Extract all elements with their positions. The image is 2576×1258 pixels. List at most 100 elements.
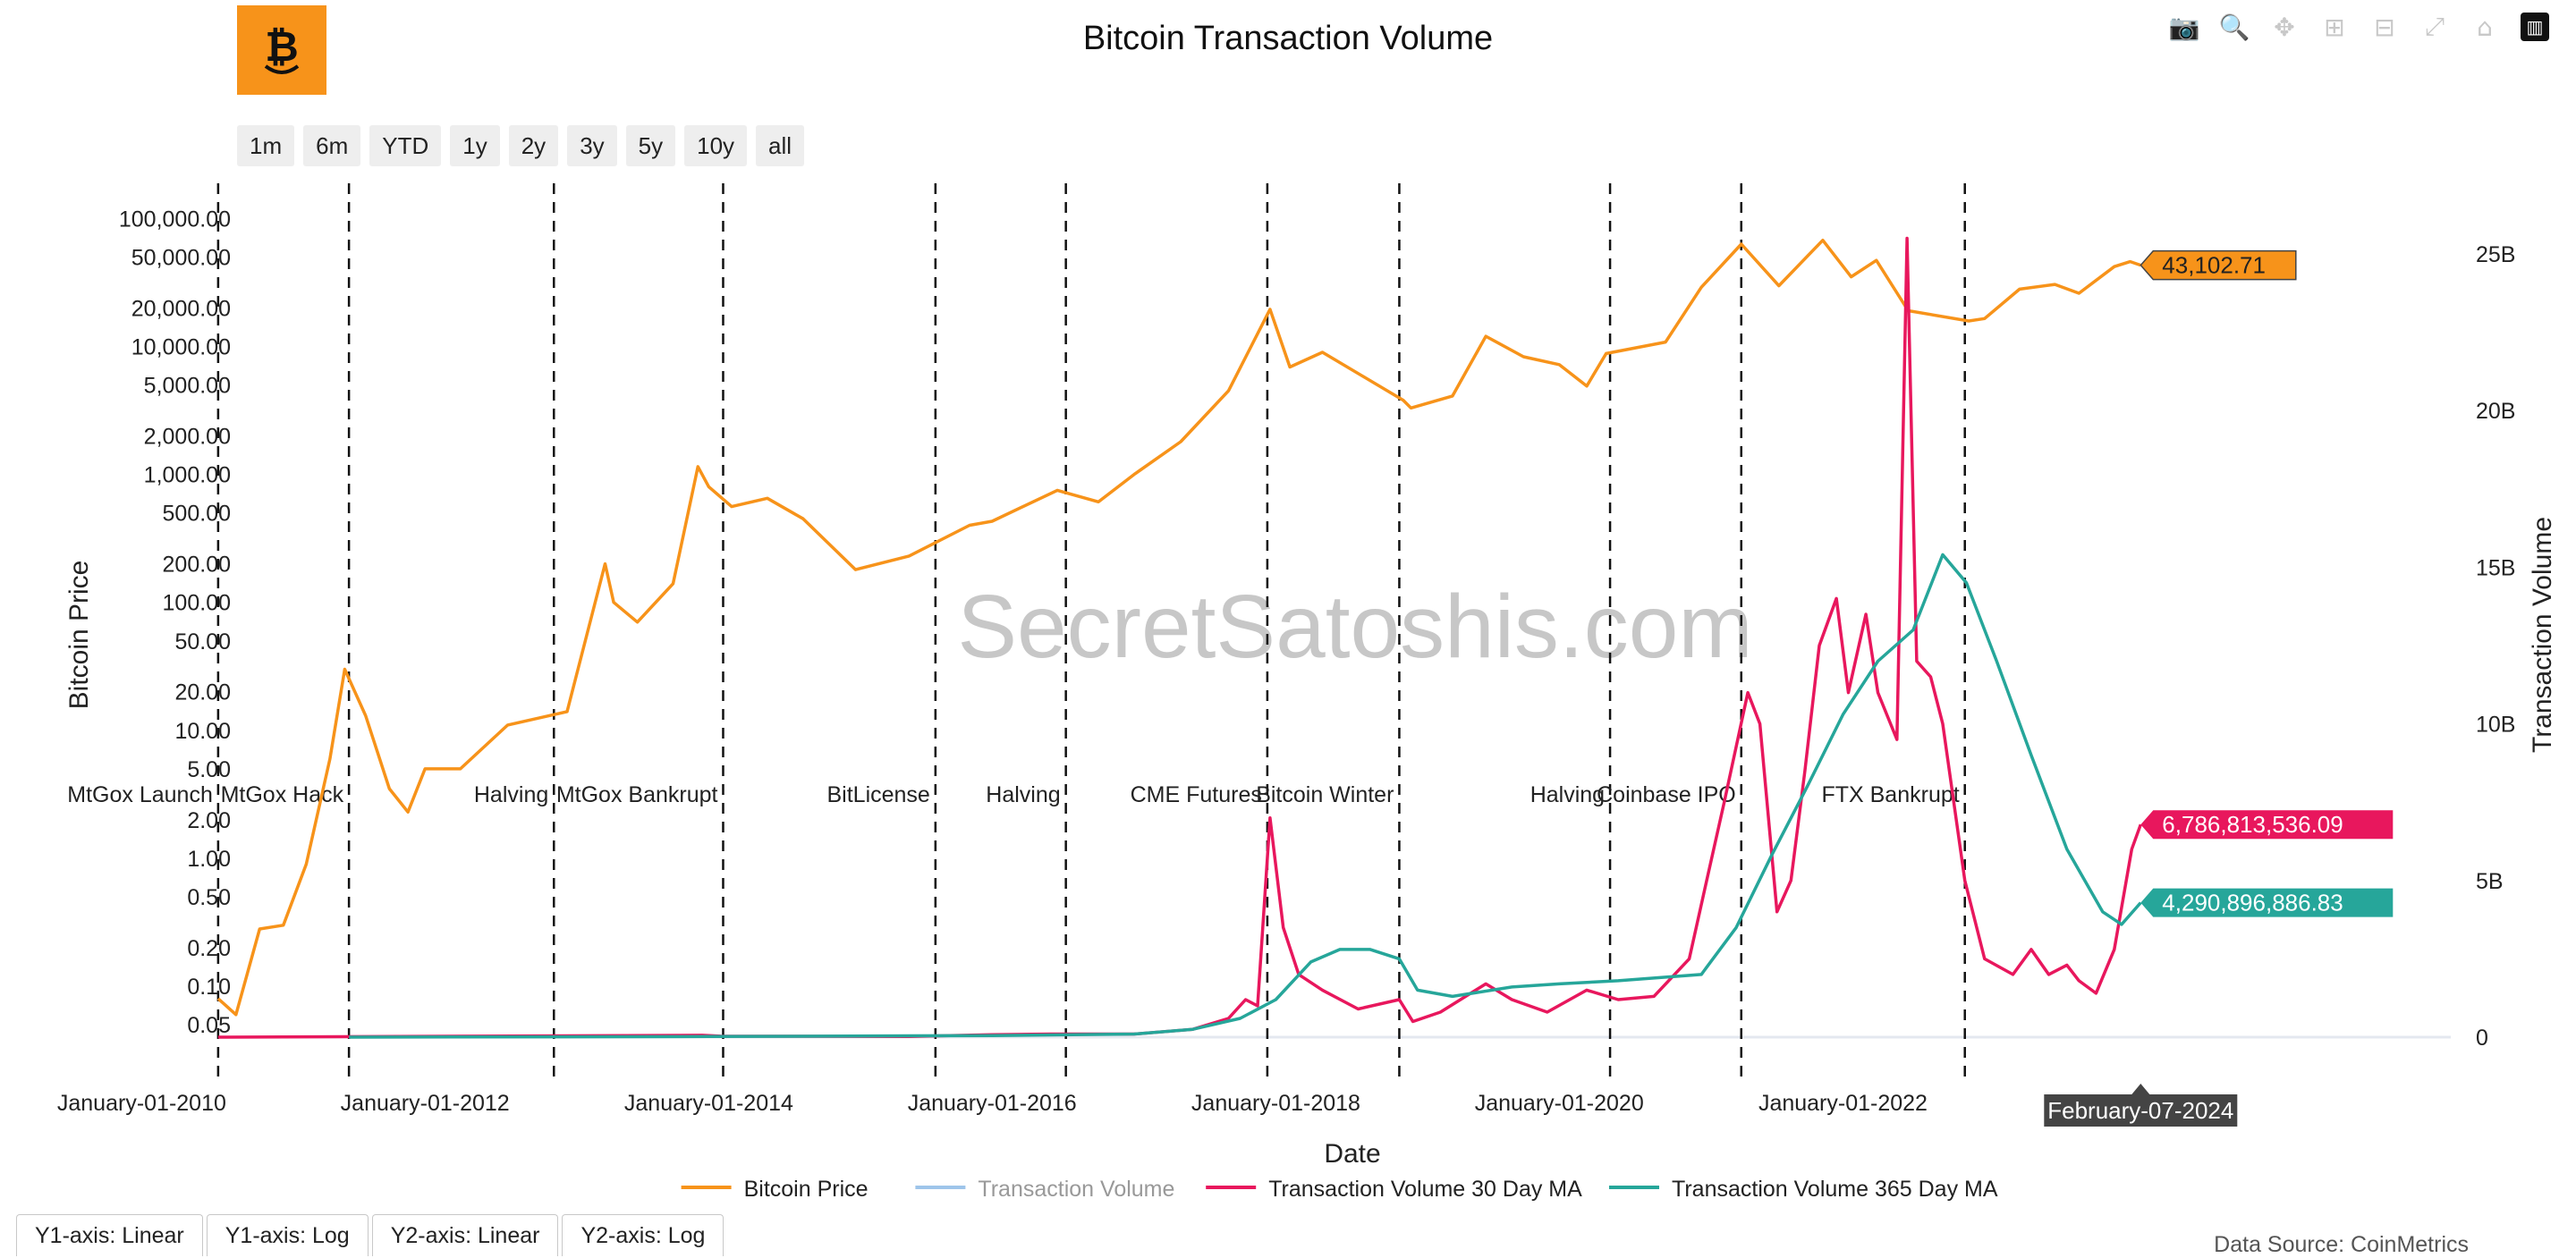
last-value-label: 6,786,813,536.09 [2140,810,2394,840]
y1-tick-label: 100.00 [163,591,231,616]
hover-date-box [2044,1084,2238,1127]
logo: ₿ [237,5,326,95]
legend-item[interactable]: Transaction Volume 365 Day MA [1609,1177,1998,1202]
y1-tick-label: 500.00 [163,502,231,527]
event-label: Bitcoin Winter [1256,782,1394,807]
y1-axis-label: Bitcoin Price [64,561,94,710]
modebar: 📷 🔍 ✥ ⊞ ⊟ ⤢ ⌂ ▥ [2168,12,2549,42]
range-button-2y[interactable]: 2y [508,125,559,166]
event-label: MtGox Bankrupt [556,782,718,807]
legend-item[interactable]: Bitcoin Price [681,1177,869,1202]
range-button-ytd[interactable]: YTD [369,125,442,166]
event-label: Coinbase IPO [1597,782,1736,807]
axis-scale-tabs: Y1-axis: Linear Y1-axis: Log Y2-axis: Li… [16,1214,724,1256]
plotly-logo-icon[interactable]: ▥ [2521,13,2549,41]
series-line [216,238,2141,1017]
x-tick-label: January-01-2018 [1191,1091,1360,1116]
tab-y2-log[interactable]: Y2-axis: Log [562,1214,724,1256]
x-axis-label: Date [1324,1139,1380,1169]
last-value-box [2140,249,2297,281]
autoscale-icon[interactable]: ⤢ [2424,12,2445,41]
event-label: MtGox Hack [221,782,344,807]
y1-tick-label: 50.00 [174,629,231,654]
event-label: MtGox Launch [67,782,213,807]
last-value-box [2140,888,2394,917]
x-tick-label: January-01-2022 [1758,1091,1928,1116]
y2-tick-label: 25B [2476,242,2515,267]
zoom-out-icon[interactable]: ⊟ [2374,12,2395,42]
zoom-in-icon[interactable]: ⊞ [2324,12,2345,42]
camera-icon[interactable]: 📷 [2168,12,2200,42]
event-label: FTX Bankrupt [1821,782,1959,807]
legend-label: Transaction Volume 30 Day MA [1268,1177,1582,1202]
zoom-icon[interactable]: 🔍 [2218,12,2250,42]
x-tick-label: January-01-2020 [1475,1091,1644,1116]
event-label: Halving [986,782,1060,807]
event-label: BitLicense [826,782,929,807]
x-tick-label: January-01-2012 [341,1091,510,1116]
chart-title: Bitcoin Transaction Volume [1082,20,1494,57]
y1-tick-label: 0.10 [187,975,231,1000]
y1-tick-label: 50,000.00 [131,245,231,270]
y2-axis-label: Transaction Volume [2528,517,2557,753]
tab-y1-log[interactable]: Y1-axis: Log [206,1214,369,1256]
y1-tick-label: 10,000.00 [131,334,231,359]
y1-tick-label: 10.00 [174,719,231,744]
bitcoin-face-icon: ₿ [264,22,300,74]
range-button-1y[interactable]: 1y [450,125,500,166]
y1-tick-label: 2.00 [187,808,231,833]
event-label: Halving [474,782,548,807]
legend-label: Transaction Volume 365 Day MA [1672,1177,1998,1202]
x-tick-label: January-01-2016 [908,1091,1077,1116]
svg-text:₿: ₿ [265,22,299,71]
tab-y2-linear[interactable]: Y2-axis: Linear [371,1214,559,1256]
legend-label: Bitcoin Price [744,1177,869,1202]
tab-y1-linear[interactable]: Y1-axis: Linear [16,1214,203,1256]
y1-tick-label: 200.00 [163,553,231,578]
y1-tick-label: 0.50 [187,885,231,910]
y1-tick-label: 20.00 [174,680,231,705]
legend-item[interactable]: Transaction Volume [915,1177,1174,1202]
range-button-3y[interactable]: 3y [567,125,617,166]
range-button-5y[interactable]: 5y [625,125,676,166]
data-source: Data Source: CoinMetrics [2214,1232,2469,1257]
y1-tick-label: 2,000.00 [144,424,231,449]
range-button-all[interactable]: all [756,125,805,166]
pan-icon[interactable]: ✥ [2274,12,2295,42]
last-value-label: 4,290,896,886.83 [2140,888,2394,917]
y1-tick-label: 5.00 [187,757,231,782]
last-value-text: 6,786,813,536.09 [2162,811,2343,838]
y2-tick-label: 15B [2476,555,2515,580]
reset-axes-icon[interactable]: ⌂ [2477,12,2493,42]
y1-tick-label: 1,000.00 [144,463,231,488]
y1-tick-label: 5,000.00 [144,374,231,399]
y2-tick-label: 0 [2476,1026,2488,1051]
y1-tick-label: 1.00 [187,847,231,872]
y1-tick-label: 0.05 [187,1013,231,1038]
x-tick-label: January-01-2010 [57,1091,226,1116]
range-button-1m[interactable]: 1m [237,125,295,166]
y2-tick-label: 20B [2476,399,2515,424]
range-selector: 1m 6m YTD 1y 2y 3y 5y 10y all [237,125,805,166]
legend-label: Transaction Volume [978,1177,1174,1202]
last-value-text: 43,102.71 [2162,252,2266,279]
last-value-label: 43,102.71 [2140,249,2297,281]
last-value-text: 4,290,896,886.83 [2162,890,2343,916]
y2-tick-label: 10B [2476,713,2515,738]
event-label: CME Futures [1131,782,1262,807]
x-tick-label: January-01-2014 [624,1091,793,1116]
hover-date-text: February-07-2024 [2047,1097,2233,1124]
range-button-10y[interactable]: 10y [684,125,748,166]
y2-tick-label: 5B [2476,869,2504,894]
legend-item[interactable]: Transaction Volume 30 Day MA [1206,1177,1582,1202]
y1-tick-label: 20,000.00 [131,296,231,321]
last-value-box [2140,810,2394,840]
hover-date-label: February-07-2024 [2044,1084,2238,1127]
series-line [217,236,2142,1039]
range-button-6m[interactable]: 6m [303,125,361,166]
y1-tick-label: 0.20 [187,936,231,961]
series-line [349,553,2142,1039]
y1-tick-label: 100,000.00 [119,207,231,232]
event-label: Halving [1530,782,1605,807]
